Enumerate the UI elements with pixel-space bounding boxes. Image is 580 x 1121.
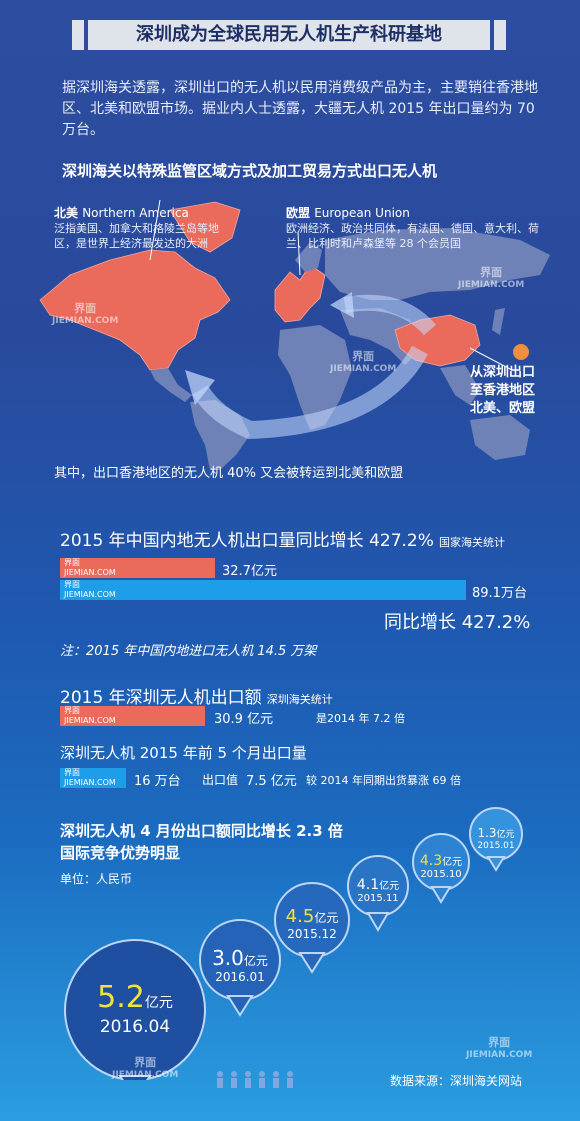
japan-shape (492, 308, 505, 335)
data-source: 数据来源：深圳海关网站 (390, 1074, 523, 1088)
bar-export-value-label: 32.7亿元 (222, 564, 277, 579)
bubble-label-2015-12: 4.5亿元 2015.12 (285, 906, 339, 941)
bubble-label-2015-01: 1.3亿元 2015.01 (477, 826, 515, 851)
bubble-2015-10 (412, 833, 470, 904)
watermark-logo: 界面 JIEMIAN.COM (52, 302, 119, 326)
eu-description: 欧洲经济、政治共同体，有法国、德国、意大利、荷兰、比利时和卢森堡等 28 个会员… (286, 222, 539, 250)
section2-header: 2015 年深圳无人机出口额 深圳海关统计 (60, 683, 333, 708)
bar-watermark: 界面 JIEMIAN.COM (64, 558, 116, 577)
north-america-shape (39, 249, 231, 371)
eu-callout-line (297, 231, 301, 276)
eu-info: 欧盟 European Union 欧洲经济、政治共同体，有法国、德国、意大利、… (286, 204, 548, 251)
bar-export-value: 界面 JIEMIAN.COM (60, 558, 215, 578)
section3-heading-line2: 国际竞争优势明显 (60, 844, 181, 862)
section1-heading: 2015 年中国内地无人机出口量同比增长 427.2% (60, 531, 434, 551)
na-title: 北美 (54, 206, 79, 220)
africa-shape (278, 325, 352, 430)
bubble-label-2015-10: 4.3亿元 2015.10 (419, 853, 463, 880)
five-month-export-value: 7.5 亿元 (246, 774, 297, 789)
asia-north-shape (325, 228, 550, 300)
south-asia-shape (340, 308, 420, 365)
growth-label: 同比增长 427.2% (384, 612, 531, 633)
china-callout: 从深圳出口 至香港地区 北美、欧盟 (470, 364, 535, 418)
bar-export-units-label: 89.1万台 (472, 586, 527, 601)
map-heading: 深圳海关以特殊监管区域方式及加工贸易方式出口无人机 (62, 162, 438, 180)
section1-source: 国家海关统计 (439, 536, 505, 549)
china-callout-line (469, 347, 513, 371)
na-info: 北美 Northern America 泛指美国、加拿大和格陵兰岛等地区，是世界… (54, 204, 232, 251)
watermark-logo: 界面 JIEMIAN.COM (330, 350, 397, 374)
bubble-label-2016-04: 5.2亿元 2016.04 (97, 980, 173, 1037)
section1-header: 2015 年中国内地无人机出口量同比增长 427.2% 国家海关统计 (60, 526, 505, 551)
bubble-label-2015-11: 4.1亿元 2015.11 (356, 877, 400, 904)
section3-heading-line1: 深圳无人机 4 月份出口额同比增长 2.3 倍 (60, 822, 343, 840)
scandinavia-shape (295, 242, 322, 272)
callout-line-2: 至香港地区 (470, 383, 536, 398)
bar-export-units: 界面 JIEMIAN.COM (60, 580, 466, 600)
map-footnote: 其中，出口香港地区的无人机 40% 又会被转运到北美和欧盟 (54, 466, 404, 481)
section2-source: 深圳海关统计 (266, 693, 333, 706)
section3-heading: 深圳无人机 4 月份出口额同比增长 2.3 倍 国际竞争优势明显 (60, 820, 343, 864)
page-title: 深圳成为全球民用无人机生产科研基地 (72, 20, 506, 50)
na-title-en: Northern America (82, 206, 189, 220)
shenzhen-export-note: 是2014 年 7.2 倍 (316, 712, 405, 725)
bubble-2015-12 (274, 882, 350, 974)
australia-shape (470, 415, 530, 460)
bubble-2015-11 (347, 855, 409, 932)
bar-watermark: 界面 JIEMIAN.COM (64, 580, 116, 599)
arrow-to-america (192, 345, 428, 440)
people-icon (217, 1071, 293, 1088)
bubble-2015-01 (469, 807, 523, 872)
watermark-logo: 界面 JIEMIAN.COM (458, 266, 525, 290)
section1-note: 注：2015 年中国内地进口无人机 14.5 万架 (60, 644, 317, 659)
watermark-logo: 界面 JIEMIAN.COM (112, 1056, 179, 1080)
bar-five-months: 界面 JIEMIAN.COM (60, 768, 126, 788)
na-callout-line (149, 199, 161, 261)
arrow-head-europe (330, 292, 354, 318)
five-month-export-label: 出口值 (202, 773, 239, 787)
callout-line-1: 从深圳出口 (470, 365, 536, 380)
eu-title-en: European Union (314, 206, 410, 220)
eu-title: 欧盟 (286, 206, 311, 220)
shenzhen-export-value: 30.9 亿元 (214, 712, 274, 727)
bar-watermark: 界面 JIEMIAN.COM (64, 706, 116, 725)
section2-subheading: 深圳无人机 2015 年前 5 个月出口量 (60, 744, 307, 762)
na-description: 泛指美国、加拿大和格陵兰岛等地区，是世界上经济最发达的大洲 (54, 222, 219, 250)
section3-unit: 单位：人民币 (60, 872, 133, 886)
arrow-to-europe (343, 294, 437, 336)
southeast-asia-shape (440, 365, 480, 405)
bubble-chart (64, 807, 523, 1080)
bubble-label-2016-01: 3.0亿元 2016.01 (212, 946, 268, 984)
arrow-head-america (185, 370, 215, 405)
world-map (39, 199, 550, 470)
central-america-shape (150, 368, 192, 402)
bubble-2016-04 (64, 939, 206, 1080)
bar-shenzhen-export: 界面 JIEMIAN.COM (60, 706, 205, 726)
location-pin-icon (513, 344, 529, 360)
five-month-compare: 较 2014 年同期出货暴涨 69 倍 (306, 774, 461, 787)
watermark-logo: 界面 JIEMIAN.COM (466, 1036, 533, 1060)
greenland-shape (169, 201, 241, 253)
bar-watermark: 界面 JIEMIAN.COM (64, 768, 116, 787)
europe-shape (274, 264, 326, 323)
bubble-2016-01 (199, 919, 281, 1017)
five-month-units: 16 万台 (134, 774, 181, 789)
intro-paragraph: 据深圳海关透露，深圳出口的无人机以民用消费级产品为主，主要销往香港地区、北美和欧… (62, 80, 538, 138)
section2-heading: 2015 年深圳无人机出口额 (60, 688, 262, 708)
callout-line-3: 北美、欧盟 (470, 401, 536, 416)
